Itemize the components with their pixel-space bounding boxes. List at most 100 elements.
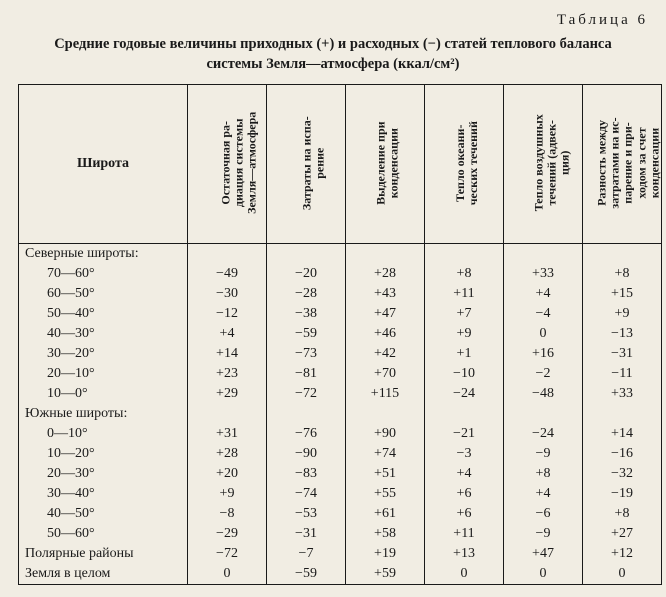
data-cell <box>188 244 267 265</box>
latitude-cell: 30—40° <box>19 484 188 504</box>
data-cell <box>267 404 346 424</box>
table-row: 10—0°+29−72+115−24−48+33 <box>19 384 662 404</box>
data-cell: +28 <box>346 264 425 284</box>
data-cell: 0 <box>504 324 583 344</box>
data-cell: −19 <box>583 484 662 504</box>
data-cell: +14 <box>188 344 267 364</box>
col-header-latitude: Широта <box>19 85 188 244</box>
data-cell: −30 <box>188 284 267 304</box>
data-cell: −90 <box>267 444 346 464</box>
data-cell: +47 <box>346 304 425 324</box>
data-cell: −38 <box>267 304 346 324</box>
data-cell: −31 <box>267 524 346 544</box>
data-cell <box>504 244 583 265</box>
data-cell: +1 <box>425 344 504 364</box>
data-cell: −32 <box>583 464 662 484</box>
data-cell: +9 <box>425 324 504 344</box>
data-cell: +16 <box>504 344 583 364</box>
data-cell: −21 <box>425 424 504 444</box>
data-cell <box>583 404 662 424</box>
table-row: 30—20°+14−73+42+1+16−31 <box>19 344 662 364</box>
data-cell: +4 <box>425 464 504 484</box>
data-cell: +15 <box>583 284 662 304</box>
data-cell: +61 <box>346 504 425 524</box>
data-cell: +27 <box>583 524 662 544</box>
data-cell: −59 <box>267 564 346 585</box>
data-cell: −6 <box>504 504 583 524</box>
data-cell: −11 <box>583 364 662 384</box>
data-cell: +11 <box>425 284 504 304</box>
data-cell: −28 <box>267 284 346 304</box>
data-cell: −7 <box>267 544 346 564</box>
data-cell <box>583 244 662 265</box>
data-cell: −73 <box>267 344 346 364</box>
data-cell: +8 <box>425 264 504 284</box>
latitude-cell: 40—30° <box>19 324 188 344</box>
data-cell: −72 <box>188 544 267 564</box>
data-cell: −13 <box>583 324 662 344</box>
data-cell: −24 <box>504 424 583 444</box>
data-cell: +29 <box>188 384 267 404</box>
data-cell: −48 <box>504 384 583 404</box>
data-cell <box>188 404 267 424</box>
col-header-c4: Тепло океани-ческих течений <box>425 85 504 244</box>
data-cell: +4 <box>188 324 267 344</box>
data-cell <box>346 244 425 265</box>
data-cell: +11 <box>425 524 504 544</box>
latitude-cell: 70—60° <box>19 264 188 284</box>
latitude-cell: 50—60° <box>19 524 188 544</box>
data-cell: −10 <box>425 364 504 384</box>
table-row: 50—40°−12−38+47+7−4+9 <box>19 304 662 324</box>
latitude-cell: 20—30° <box>19 464 188 484</box>
data-cell: +13 <box>425 544 504 564</box>
col-header-c5: Тепло воздушныхтечений (адвек-ция) <box>504 85 583 244</box>
table-caption: Средние годовые величины приходных (+) и… <box>28 35 638 74</box>
data-cell <box>346 404 425 424</box>
latitude-cell: 30—20° <box>19 344 188 364</box>
col-header-c2: Затраты на испа-рение <box>267 85 346 244</box>
data-cell: −12 <box>188 304 267 324</box>
data-cell: −2 <box>504 364 583 384</box>
table-row: 20—10°+23−81+70−10−2−11 <box>19 364 662 384</box>
col-header-c3: Выделение приконденсации <box>346 85 425 244</box>
data-cell: −83 <box>267 464 346 484</box>
data-cell: 0 <box>188 564 267 585</box>
data-cell: −4 <box>504 304 583 324</box>
data-cell: −81 <box>267 364 346 384</box>
table-row: 70—60°−49−20+28+8+33+8 <box>19 264 662 284</box>
data-cell: +4 <box>504 484 583 504</box>
data-cell: 0 <box>504 564 583 585</box>
data-cell: −29 <box>188 524 267 544</box>
section-title-cell: Северные широты: <box>19 244 188 265</box>
table-row: 60—50°−30−28+43+11+4+15 <box>19 284 662 304</box>
data-cell: −20 <box>267 264 346 284</box>
data-cell: +6 <box>425 504 504 524</box>
data-cell: +4 <box>504 284 583 304</box>
heat-balance-table: Широта Остаточная ра-диация системыЗемля… <box>18 84 662 585</box>
data-cell: +33 <box>583 384 662 404</box>
data-cell: +33 <box>504 264 583 284</box>
data-cell: 0 <box>583 564 662 585</box>
table-row: Северные широты: <box>19 244 662 265</box>
data-cell: +47 <box>504 544 583 564</box>
table-row: Южные широты: <box>19 404 662 424</box>
table-row: 30—40°+9−74+55+6+4−19 <box>19 484 662 504</box>
data-cell: −3 <box>425 444 504 464</box>
data-cell <box>267 244 346 265</box>
latitude-cell: 20—10° <box>19 364 188 384</box>
data-cell: −24 <box>425 384 504 404</box>
data-cell: +31 <box>188 424 267 444</box>
data-cell: +58 <box>346 524 425 544</box>
table-body: Северные широты:70—60°−49−20+28+8+33+860… <box>19 244 662 585</box>
data-cell: +7 <box>425 304 504 324</box>
data-cell: +8 <box>504 464 583 484</box>
data-cell: +19 <box>346 544 425 564</box>
data-cell: +51 <box>346 464 425 484</box>
latitude-cell: 10—0° <box>19 384 188 404</box>
data-cell: +115 <box>346 384 425 404</box>
data-cell: +43 <box>346 284 425 304</box>
data-cell: −72 <box>267 384 346 404</box>
section-title-cell: Полярные районы <box>19 544 188 564</box>
data-cell <box>425 244 504 265</box>
data-cell: +9 <box>188 484 267 504</box>
